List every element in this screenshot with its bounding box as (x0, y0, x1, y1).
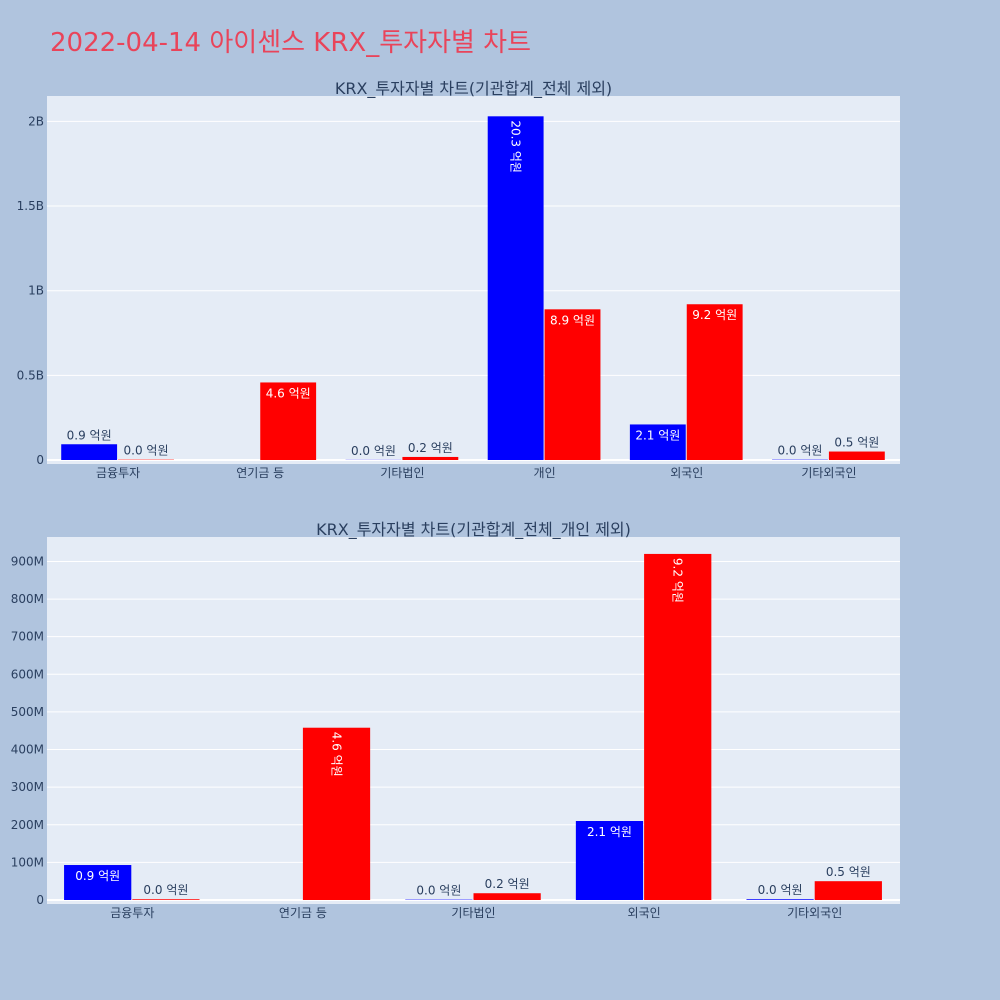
data-label: 0.2 억원 (485, 877, 530, 891)
plot-area (47, 96, 900, 464)
data-label: 0.0 억원 (416, 884, 461, 898)
y-tick-label: 800M (11, 592, 44, 606)
data-label: 9.2 억원 (671, 558, 685, 603)
bar (473, 893, 541, 900)
bar (686, 304, 743, 460)
y-tick-label: 500M (11, 705, 44, 719)
y-tick-label: 2B (28, 114, 44, 128)
page-title: 2022-04-14 아이센스 KRX_투자자별 차트 (50, 28, 532, 58)
data-label: 20.3 억원 (509, 120, 523, 173)
bar (746, 899, 814, 900)
data-label: 9.2 억원 (692, 308, 737, 322)
y-tick-label: 1B (28, 284, 44, 298)
data-label: 2.1 억원 (635, 428, 680, 442)
y-tick-label: 600M (11, 667, 44, 681)
data-label: 0.0 억원 (351, 444, 396, 458)
y-tick-label: 0 (36, 893, 44, 907)
data-label: 0.2 억원 (408, 441, 453, 455)
x-tick-label: 외국인 (670, 466, 703, 480)
data-label: 0.5 억원 (826, 865, 871, 879)
bar (260, 382, 317, 460)
bar (302, 727, 371, 900)
data-label: 4.6 억원 (330, 732, 344, 777)
chart-top: 0 0.5B 1B 1.5B 2B KRX_투자자별 차트(기관합계_전체 제외) 금융투자… (17, 79, 900, 480)
x-tick-label: 기타외국인 (787, 906, 842, 920)
bar (828, 451, 885, 460)
x-tick-label: 기타외국인 (801, 466, 856, 480)
data-label: 0.0 억원 (124, 444, 169, 458)
data-label: 2.1 억원 (587, 825, 632, 839)
data-label: 0.0 억원 (758, 883, 803, 897)
data-label: 0.5 억원 (834, 436, 879, 450)
data-label: 4.6 억원 (266, 386, 311, 400)
data-label: 0.0 억원 (143, 883, 188, 897)
y-tick-label: 100M (11, 855, 44, 869)
y-tick-label: 200M (11, 818, 44, 832)
data-label: 0.9 억원 (67, 428, 112, 442)
x-tick-label: 연기금 등 (236, 466, 284, 480)
bar (64, 865, 132, 900)
bar (814, 881, 882, 900)
data-label: 0.9 억원 (75, 869, 120, 883)
x-tick-label: 외국인 (628, 906, 661, 920)
chart-title: KRX_투자자별 차트(기관합계_전체 제외) (335, 79, 612, 99)
data-label: 0.0 억원 (777, 444, 822, 458)
x-tick-label: 기타법인 (380, 466, 424, 480)
bar (402, 456, 459, 460)
bar (487, 116, 544, 460)
bar (629, 424, 686, 460)
bar (61, 444, 118, 460)
data-label: 8.9 억원 (550, 313, 595, 327)
y-tick-label: 0.5B (17, 368, 44, 382)
bar (132, 899, 200, 900)
y-tick-label: 300M (11, 780, 44, 794)
y-tick-label: 900M (11, 554, 44, 568)
x-tick-label: 개인 (534, 466, 556, 480)
y-tick-label: 700M (11, 630, 44, 644)
x-tick-label: 연기금 등 (279, 906, 327, 920)
y-tick-label: 1.5B (17, 199, 44, 213)
x-tick-label: 기타법인 (451, 906, 495, 920)
x-tick-label: 금융투자 (96, 466, 140, 480)
y-tick-label: 0 (36, 453, 44, 467)
bar (544, 309, 601, 460)
bar (575, 821, 644, 900)
chart-title: KRX_투자자별 차트(기관합계_전체_개인 제외) (316, 520, 631, 540)
plot-area (47, 537, 900, 904)
x-tick-label: 금융투자 (110, 906, 154, 920)
y-tick-label: 400M (11, 743, 44, 757)
bar (644, 553, 712, 900)
